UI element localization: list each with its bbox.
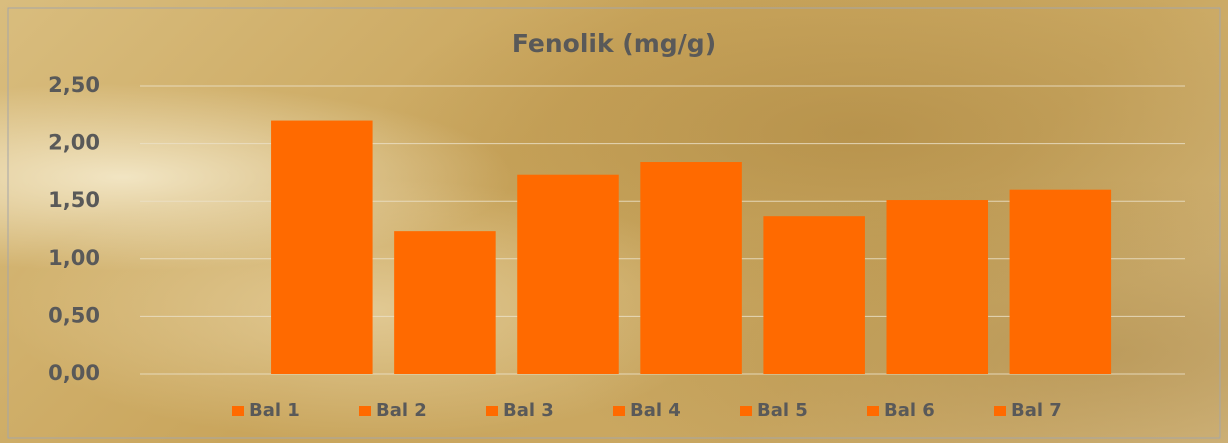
legend-swatch [994, 406, 1006, 416]
bar [886, 200, 988, 374]
legend-label: Bal 2 [376, 400, 427, 421]
legend-swatch [359, 406, 371, 416]
bar [640, 162, 742, 374]
legend-label: Bal 4 [630, 400, 681, 421]
legend-label: Bal 3 [503, 400, 554, 421]
legend-swatch [613, 406, 625, 416]
y-tick-label: 2,00 [48, 131, 100, 155]
legend-label: Bal 7 [1011, 400, 1062, 421]
y-tick-label: 0,50 [48, 303, 100, 327]
y-tick-label: 1,00 [48, 246, 100, 270]
bar [517, 175, 619, 374]
legend-label: Bal 5 [757, 400, 808, 421]
y-tick-label: 1,50 [48, 188, 100, 212]
chart-title: Fenolik (mg/g) [512, 29, 716, 58]
bar [763, 216, 865, 374]
legend-swatch [232, 406, 244, 416]
chart: Fenolik (mg/g) 0,00 0,50 1,00 1,50 2,00 2,50 B… [0, 0, 1228, 443]
legend-swatch [740, 406, 752, 416]
chart-background: Fenolik (mg/g) 0,00 0,50 1,00 1,50 2,00 2,50 B… [0, 0, 1228, 443]
legend-swatch [486, 406, 498, 416]
legend-label: Bal 1 [249, 400, 300, 421]
bar [1010, 190, 1112, 374]
y-tick-label: 0,00 [48, 361, 100, 385]
legend-label: Bal 6 [884, 400, 935, 421]
bar [394, 231, 496, 374]
y-tick-label: 2,50 [48, 73, 100, 97]
bar [271, 121, 373, 374]
legend-swatch [867, 406, 879, 416]
